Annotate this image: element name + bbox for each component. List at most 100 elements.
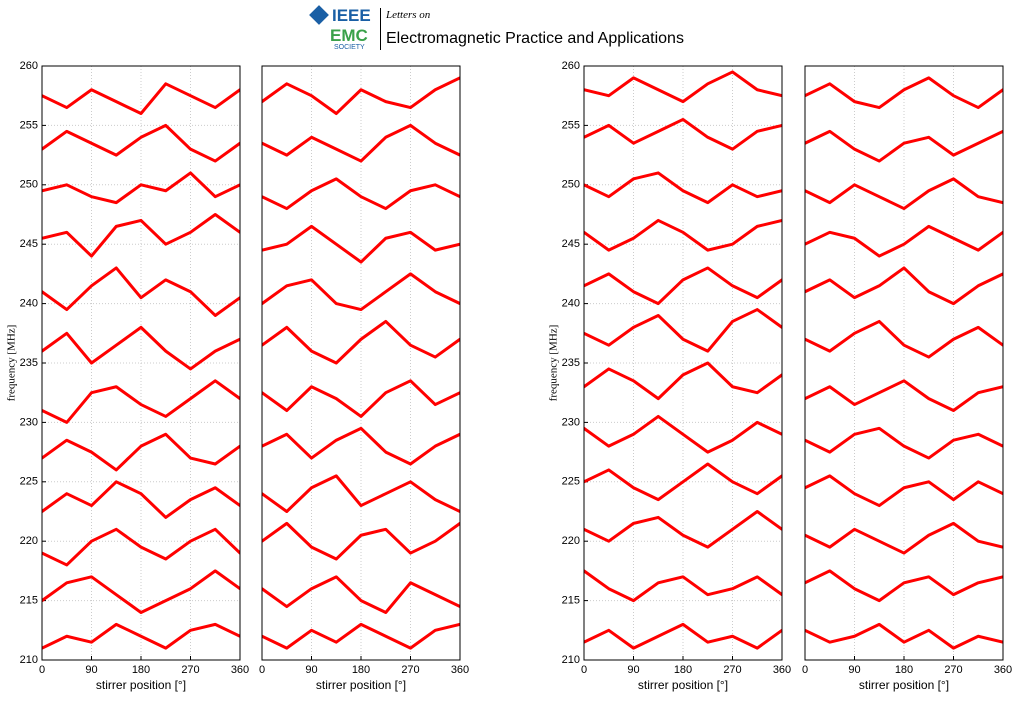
y-tick-label: 230	[20, 416, 38, 428]
x-tick-label: 180	[132, 664, 150, 676]
mode-trace	[42, 379, 240, 424]
mode-trace	[262, 622, 460, 650]
mode-trace	[805, 129, 1003, 163]
x-tick-label: 0	[802, 664, 808, 676]
plot-area	[42, 82, 240, 650]
mode-trace	[805, 319, 1003, 359]
y-tick-label: 215	[20, 595, 38, 607]
y-tick-label: 245	[562, 238, 580, 250]
mode-trace	[262, 379, 460, 418]
mode-trace	[805, 521, 1003, 555]
mode-trace	[805, 622, 1003, 650]
mode-trace	[805, 266, 1003, 306]
mode-trace	[262, 123, 460, 163]
mode-trace	[584, 569, 782, 603]
x-tick-label: 270	[401, 664, 419, 676]
x-tick-label: 360	[773, 664, 791, 676]
mode-trace	[584, 117, 782, 151]
logo: IEEE EMC SOCIETY	[309, 5, 380, 52]
x-axis-label: stirrer position [°]	[859, 678, 949, 692]
y-tick-label: 255	[20, 119, 38, 131]
y-axis-label: frequency [MHz]	[548, 325, 560, 402]
mode-trace	[42, 213, 240, 258]
mode-trace	[805, 426, 1003, 460]
mode-trace	[584, 622, 782, 650]
y-tick-label: 250	[20, 179, 38, 191]
x-tick-label: 270	[944, 664, 962, 676]
y-tick-label: 235	[562, 357, 580, 369]
plot-area	[805, 76, 1003, 650]
mode-trace	[42, 527, 240, 567]
mode-trace	[262, 76, 460, 116]
y-tick-label: 255	[562, 119, 580, 131]
y-tick-label: 225	[20, 476, 38, 488]
x-tick-label: 90	[85, 664, 97, 676]
x-tick-label: 0	[39, 664, 45, 676]
divider	[380, 8, 381, 50]
plot-area	[262, 76, 460, 650]
x-tick-label: 360	[231, 664, 249, 676]
mode-trace	[584, 308, 782, 353]
plot-area	[584, 70, 782, 650]
mode-trace	[805, 224, 1003, 258]
y-tick-label: 235	[20, 357, 38, 369]
axes-box	[41, 65, 241, 661]
x-tick-label: 360	[994, 664, 1012, 676]
mode-trace	[42, 622, 240, 650]
mode-trace	[584, 414, 782, 454]
x-tick-label: 270	[723, 664, 741, 676]
mode-trace	[805, 76, 1003, 110]
y-tick-label: 220	[562, 535, 580, 547]
y-tick-label: 250	[562, 179, 580, 191]
x-tick-label: 90	[627, 664, 639, 676]
axes-box	[583, 65, 783, 661]
emc-text: EMC	[330, 26, 368, 45]
mode-trace	[262, 319, 460, 365]
y-tick-label: 210	[562, 654, 580, 666]
journal-title: Electromagnetic Practice and Application…	[386, 30, 684, 47]
x-tick-label: 270	[181, 664, 199, 676]
x-tick-label: 90	[305, 664, 317, 676]
y-tick-label: 210	[20, 654, 38, 666]
axes-box	[261, 65, 461, 661]
mode-trace	[42, 123, 240, 163]
x-tick-label: 90	[848, 664, 860, 676]
x-tick-label: 180	[352, 664, 370, 676]
society-text: SOCIETY	[334, 44, 365, 51]
ieee-text: IEEE	[332, 6, 371, 25]
mode-trace	[262, 177, 460, 211]
y-tick-label: 260	[20, 60, 38, 72]
mode-trace	[584, 70, 782, 104]
mode-trace	[805, 177, 1003, 211]
mode-trace	[42, 82, 240, 116]
y-tick-label: 220	[20, 535, 38, 547]
x-tick-label: 0	[259, 664, 265, 676]
y-tick-label: 230	[562, 416, 580, 428]
mode-trace	[42, 480, 240, 519]
mode-trace	[584, 462, 782, 502]
mode-trace	[262, 426, 460, 466]
mode-trace	[262, 224, 460, 264]
y-axis-label: frequency [MHz]	[6, 325, 18, 402]
mode-trace	[42, 432, 240, 472]
mode-trace	[584, 361, 782, 401]
mode-trace	[805, 569, 1003, 603]
x-axis-label: stirrer position [°]	[638, 678, 728, 692]
x-tick-label: 0	[581, 664, 587, 676]
x-axis-label: stirrer position [°]	[316, 678, 406, 692]
y-tick-label: 245	[20, 238, 38, 250]
y-tick-label: 215	[562, 595, 580, 607]
mode-trace	[805, 379, 1003, 413]
mode-trace	[42, 569, 240, 614]
mode-trace	[42, 266, 240, 317]
x-axis-label: stirrer position [°]	[96, 678, 186, 692]
y-tick-label: 240	[562, 298, 580, 310]
mode-trace	[262, 521, 460, 561]
mode-trace	[805, 474, 1003, 508]
mode-trace	[584, 266, 782, 306]
letters-text: Letters on	[386, 9, 431, 21]
axes-box	[804, 65, 1004, 661]
x-tick-label: 180	[674, 664, 692, 676]
